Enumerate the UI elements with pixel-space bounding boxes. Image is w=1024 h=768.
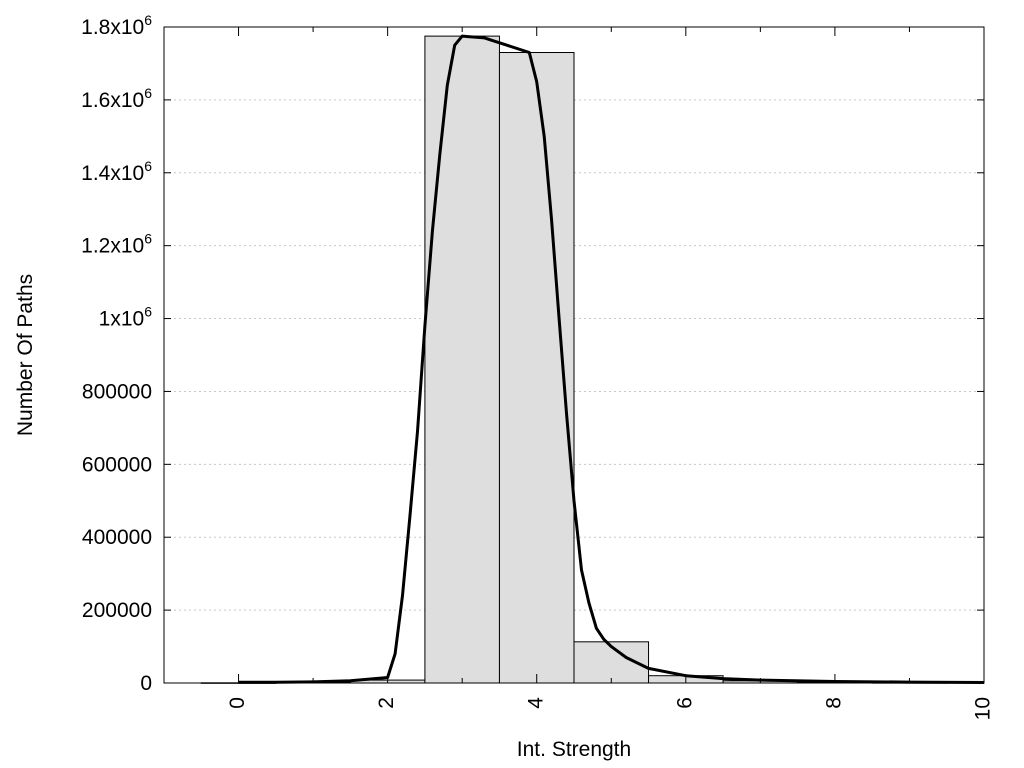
y-tick-label: 1.6x106 [81,85,152,112]
y-axis-title: Number Of Paths [14,274,37,436]
histogram-bars [200,35,948,684]
y-tick-label: 1x106 [99,304,153,331]
x-tick-label: 4 [524,697,547,709]
y-tick-labels: 0 200000 400000 600000 800000 1x106 1.2x106 1.4… [81,12,152,695]
x-axis-title: Int. Strength [517,738,631,761]
x-tick-label: 8 [822,697,845,709]
x-tick-label: 0 [226,697,249,709]
y-tick-label: 0 [140,672,152,695]
axis-ticks [163,26,985,684]
x-tick-label: 6 [673,697,696,709]
y-tick-label: 200000 [82,599,152,622]
x-tick-label: 2 [375,697,398,709]
x-tick-labels: 0 2 4 6 8 10 [226,697,994,721]
plot-frame [163,26,985,684]
y-tick-label: 1.2x106 [81,231,152,258]
y-tick-label: 800000 [82,380,152,403]
y-tick-label: 600000 [82,453,152,476]
fitted-curve [238,34,985,684]
histogram-bar [424,35,500,684]
x-tick-label: 10 [972,697,995,720]
y-tick-label: 1.8x106 [81,12,152,39]
y-tick-label: 400000 [82,526,152,549]
y-tick-label: 1.4x106 [81,158,152,185]
histogram-bar [573,641,650,684]
